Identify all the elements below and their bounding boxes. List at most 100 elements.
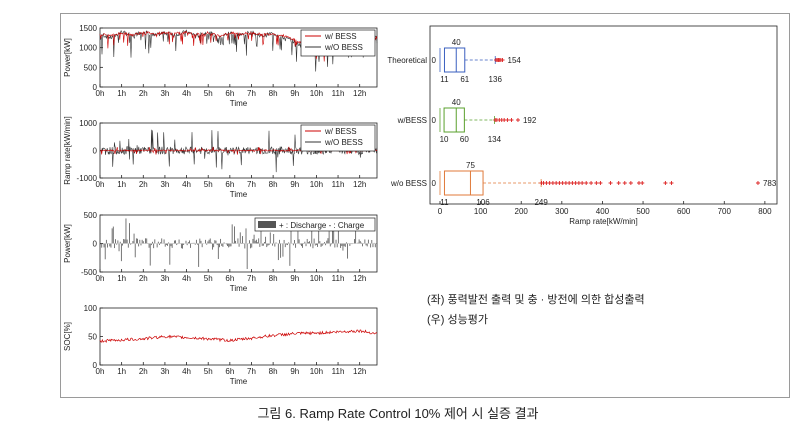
x-tick-label: 1h — [117, 367, 126, 376]
bess-power-bar — [213, 243, 215, 248]
bess-power-bar — [142, 241, 144, 244]
q1-label: 10 — [440, 135, 449, 144]
legend-label: w/ BESS — [324, 32, 357, 41]
bess-power-bar — [103, 243, 105, 248]
boxplot-x-tick-label: 500 — [636, 207, 650, 216]
bess-power-bar — [373, 242, 375, 244]
bess-power-bar — [132, 241, 134, 244]
bess-power-bar — [116, 243, 118, 245]
bess-power-bar — [246, 243, 248, 270]
bess-power-bar — [100, 243, 101, 245]
x-tick-label: 10h — [310, 367, 323, 376]
x-tick-label: 2h — [139, 180, 148, 189]
max-label: 192 — [523, 116, 537, 125]
bess-power-bar — [101, 243, 103, 248]
x-tick-label: 2h — [139, 274, 148, 283]
bess-power-bar — [221, 243, 223, 246]
bess-power-bar — [328, 231, 330, 244]
bess-power-bar — [228, 243, 230, 248]
bess-power-bar — [320, 243, 322, 247]
series-line-w/O BESS — [99, 129, 378, 173]
bess-power-bar — [358, 239, 360, 244]
x-tick-label: 5h — [204, 89, 213, 98]
bess-power-bar — [260, 229, 262, 244]
bess-power-bar — [277, 243, 279, 261]
bess-power-bar — [141, 239, 143, 244]
bess-power-bar — [238, 243, 240, 247]
bess-power-bar — [207, 241, 209, 244]
x-tick-label: 7h — [247, 89, 256, 98]
bess-power-bar — [298, 239, 300, 244]
x-tick-label: 3h — [160, 89, 169, 98]
bess-power-bar — [322, 243, 324, 245]
y-tick-label: 0 — [93, 147, 98, 156]
q1-label: 11 — [440, 75, 449, 84]
bess-power-bar — [192, 242, 194, 244]
x-tick-label: 1h — [117, 89, 126, 98]
bess-power-bar — [355, 228, 357, 244]
bess-power-bar — [335, 239, 337, 244]
y-tick-label: 500 — [84, 63, 98, 72]
bess-power-bar — [197, 243, 198, 245]
bess-power-bar — [337, 230, 339, 244]
bess-power-bar — [288, 242, 290, 244]
x-tick-label: 10h — [310, 180, 323, 189]
median-label: 75 — [466, 161, 475, 170]
legend-box-1 — [300, 124, 376, 152]
bess-power-bar — [191, 242, 193, 244]
x-tick-label: 1h — [117, 180, 126, 189]
figure-caption: 그림 6. Ramp Rate Control 10% 제어 시 실증 결과 — [257, 406, 539, 421]
x-tick-label: 9h — [290, 180, 299, 189]
x-tick-label: 1h — [117, 274, 126, 283]
x-tick-label: 4h — [182, 367, 191, 376]
bess-power-bar — [253, 234, 255, 244]
bess-power-bar — [110, 243, 112, 248]
y-axis-label: SOC[%] — [63, 322, 72, 351]
bess-power-bar — [317, 243, 318, 247]
bess-power-bar — [244, 243, 246, 249]
bess-power-bar — [153, 243, 155, 249]
bess-power-bar — [220, 238, 222, 244]
y-tick-label: 50 — [88, 333, 97, 342]
bess-power-bar — [272, 243, 273, 246]
max-label: 783 — [763, 179, 777, 188]
bess-power-bar — [149, 243, 151, 266]
bess-power-bar — [370, 243, 372, 248]
bess-power-bar — [372, 243, 374, 248]
x-tick-label: 6h — [225, 180, 234, 189]
bess-power-bar — [249, 240, 250, 244]
bess-power-bar — [336, 243, 338, 248]
x-tick-label: 12h — [353, 274, 366, 283]
bess-power-bar — [240, 242, 242, 244]
bess-power-bar — [186, 243, 188, 246]
x-tick-label: 3h — [160, 367, 169, 376]
bess-power-bar — [167, 243, 168, 246]
bess-power-bar — [125, 218, 127, 244]
bess-power-bar — [329, 243, 331, 247]
x-tick-label: 8h — [269, 180, 278, 189]
bess-power-bar — [289, 243, 291, 266]
min-label: 0 — [432, 116, 437, 125]
bess-power-bar — [160, 242, 161, 244]
x-tick-label: 5h — [204, 274, 213, 283]
bess-power-bar — [190, 243, 192, 248]
plot-area-0 — [99, 27, 378, 88]
x-tick-label: 12h — [353, 180, 366, 189]
legend-box-0 — [300, 29, 376, 57]
outlier-mark — [589, 181, 594, 185]
bess-power-bar — [170, 243, 172, 247]
bess-power-bar — [275, 242, 277, 244]
x-axis-label: Time — [230, 99, 248, 108]
bess-power-bar — [294, 240, 295, 244]
bess-power-bar — [304, 241, 306, 244]
bess-power-bar — [117, 240, 119, 244]
bess-power-bar — [280, 243, 282, 258]
bess-power-bar — [130, 243, 131, 245]
bess-power-bar — [245, 228, 247, 244]
bess-power-bar — [165, 243, 167, 246]
bess-power-bar — [123, 239, 125, 244]
outlier-mark — [580, 181, 585, 185]
bess-power-bar — [227, 243, 228, 247]
bess-power-bar — [257, 242, 258, 244]
bess-power-bar — [119, 241, 121, 244]
